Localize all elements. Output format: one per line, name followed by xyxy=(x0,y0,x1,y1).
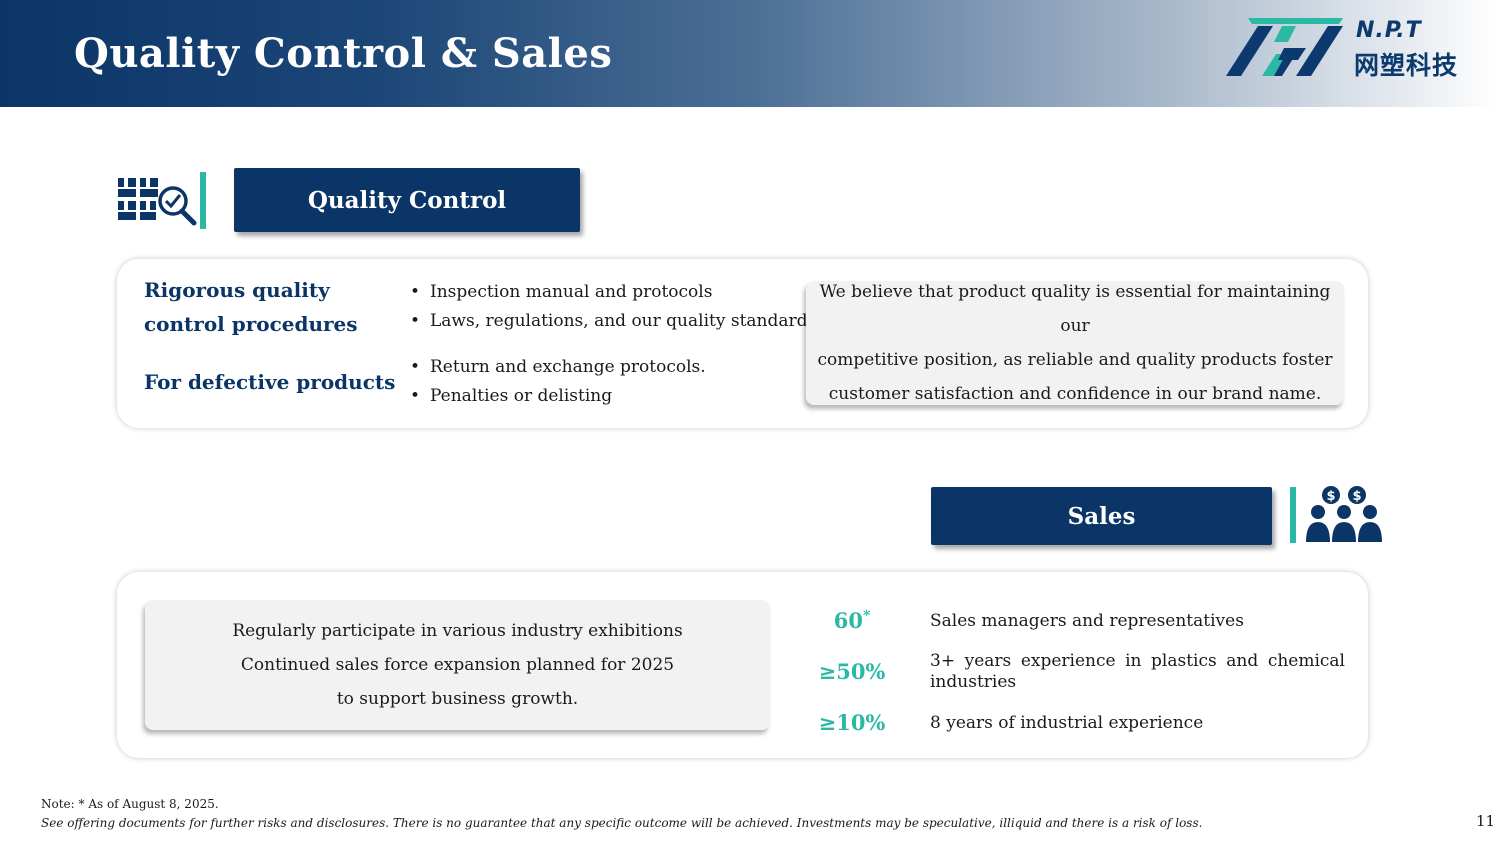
defective-products-label: For defective products xyxy=(144,370,396,394)
quality-control-banner: Quality Control xyxy=(234,168,580,232)
npt-logo-mark-icon xyxy=(1226,18,1343,76)
sales-exhibitions-card: Regularly participate in various industr… xyxy=(145,600,770,730)
svg-text:$: $ xyxy=(1352,489,1361,504)
sales-team-icon: $ $ xyxy=(1306,486,1382,542)
header-banner: Quality Control & Sales N.P.T 网塑科技 xyxy=(0,0,1500,107)
list-item: Penalties or delisting xyxy=(408,382,706,411)
inspection-magnifier-icon xyxy=(118,178,197,226)
quality-statement-card: We believe that product quality is essen… xyxy=(806,281,1344,405)
disclaimer: See offering documents for further risks… xyxy=(41,816,1203,830)
experience-8yr-value: ≥10% xyxy=(818,710,886,735)
quality-procedures-list: Inspection manual and protocols Laws, re… xyxy=(408,278,816,336)
footnote: Note: * As of August 8, 2025. xyxy=(41,797,219,811)
quality-accent-bar xyxy=(200,172,206,229)
list-item: Inspection manual and protocols xyxy=(408,278,816,307)
sales-accent-bar xyxy=(1290,487,1296,543)
logo-chinese-name: 网塑科技 xyxy=(1354,51,1459,80)
sales-headcount-value: 60* xyxy=(833,608,871,633)
logo-english-name: N.P.T xyxy=(1356,18,1422,43)
defective-products-list: Return and exchange protocols. Penalties… xyxy=(408,353,706,411)
list-item: Laws, regulations, and our quality stand… xyxy=(408,307,816,336)
sales-banner: Sales xyxy=(931,487,1272,545)
sales-headcount-text: Sales managers and representatives xyxy=(930,611,1244,631)
rigorous-quality-label: Rigorous quality control procedures xyxy=(144,278,358,336)
experience-8yr-text: 8 years of industrial experience xyxy=(930,713,1204,733)
page-title: Quality Control & Sales xyxy=(74,30,613,77)
company-logo: N.P.T 网塑科技 xyxy=(1226,18,1486,82)
svg-text:$: $ xyxy=(1326,489,1335,504)
page-number: 11 xyxy=(1476,812,1496,830)
experience-3yr-value: ≥50% xyxy=(818,659,886,684)
experience-3yr-text: 3+ years experience in plastics and chem… xyxy=(930,651,1345,692)
list-item: Return and exchange protocols. xyxy=(408,353,706,382)
